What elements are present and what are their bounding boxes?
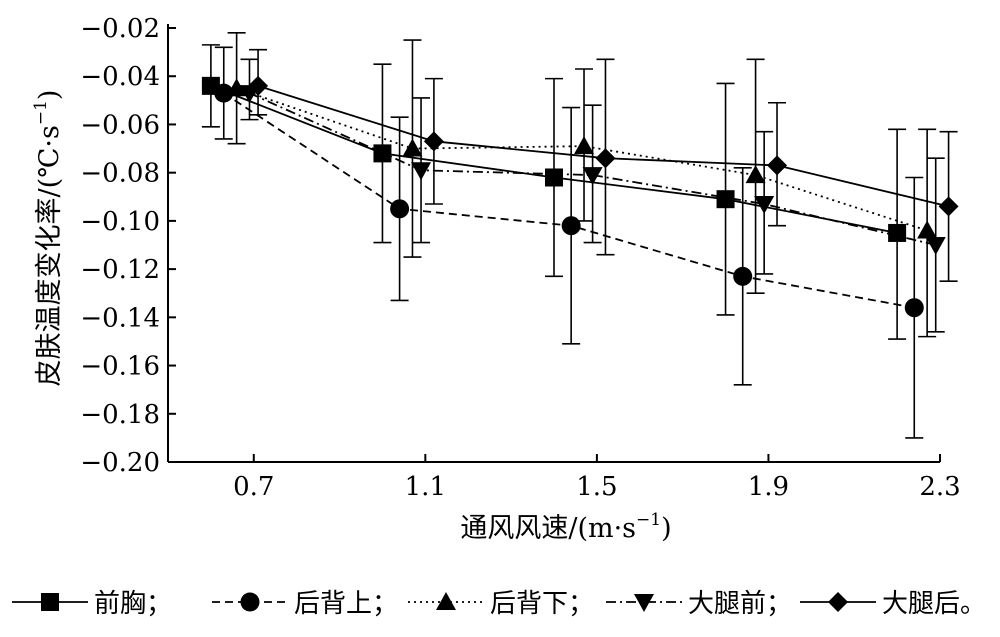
legend-item: 后背下； xyxy=(408,589,594,619)
legend-separator: ； xyxy=(372,589,398,619)
data-point xyxy=(595,148,616,169)
x-tick-label: 1.5 xyxy=(576,472,617,502)
legend-separator: 。 xyxy=(960,589,986,619)
data-point xyxy=(917,220,938,239)
data-point xyxy=(411,162,432,181)
y-tick-label: −0.10 xyxy=(80,207,160,237)
legend-label: 后背上； xyxy=(294,589,398,619)
legend-separator: ； xyxy=(766,589,792,619)
legend-name: 后背上 xyxy=(294,589,372,619)
data-point xyxy=(904,298,924,318)
data-point xyxy=(582,167,603,186)
legend-item: 大腿前； xyxy=(606,589,792,619)
legend-name: 大腿后 xyxy=(882,589,960,619)
legend-label: 前胸； xyxy=(94,589,172,619)
legend-separator: ； xyxy=(568,589,594,619)
legend-name: 后背下 xyxy=(490,589,568,619)
series-line xyxy=(223,92,915,309)
series-3 xyxy=(226,32,938,338)
x-ticks: 0.7 1.1 1.5 1.9 2.3 xyxy=(233,454,961,502)
series-5 xyxy=(248,48,959,282)
data-point xyxy=(925,237,946,255)
data-point xyxy=(733,266,753,286)
data-point xyxy=(226,78,247,97)
series-4 xyxy=(239,58,946,333)
x-tick-label: 1.1 xyxy=(405,472,446,502)
legend-marker xyxy=(634,594,654,612)
data-point xyxy=(767,155,788,176)
series-1 xyxy=(201,44,907,340)
y-tick-label: −0.16 xyxy=(80,352,160,382)
series-line xyxy=(236,87,928,232)
legend-item: 大腿后。 xyxy=(800,589,986,619)
data-point xyxy=(716,190,735,209)
y-tick-label: −0.08 xyxy=(80,159,160,189)
axes xyxy=(167,24,940,463)
legend-name: 大腿前 xyxy=(688,589,766,619)
legend: 前胸； 后背上； 后背下； 大腿前； 大腿后。 xyxy=(12,589,986,619)
data-point xyxy=(561,216,581,236)
legend-separator: ； xyxy=(146,589,172,619)
y-tick-label: −0.06 xyxy=(80,110,160,140)
x-tick-label: 1.9 xyxy=(748,472,789,502)
data-point xyxy=(574,136,595,155)
y-tick-label: −0.02 xyxy=(80,14,160,44)
y-axis-title: 皮肤温度变化率/(℃·s−1) xyxy=(31,90,65,387)
legend-label: 大腿后。 xyxy=(882,589,986,619)
x-tick-label: 0.7 xyxy=(233,472,274,502)
data-point xyxy=(745,165,766,184)
legend-item: 前胸； xyxy=(12,589,172,619)
series-line xyxy=(249,92,936,246)
data-point xyxy=(545,168,563,187)
x-axis-title: 通风风速/(m·s−1) xyxy=(460,510,671,544)
y-tick-label: −0.12 xyxy=(80,255,160,285)
legend-marker xyxy=(828,592,848,612)
legend-label: 后背下； xyxy=(490,589,594,619)
data-point xyxy=(423,131,444,152)
y-tick-label: −0.04 xyxy=(80,62,160,92)
legend-item: 后背上； xyxy=(212,589,398,619)
y-tick-label: −0.18 xyxy=(80,400,160,430)
data-point xyxy=(390,199,410,219)
y-ticks: −0.02 −0.04 −0.06 −0.08 −0.10 −0.12 −0.14 −0.16… xyxy=(80,14,176,478)
x-tick-label: 2.3 xyxy=(919,472,960,502)
data-point xyxy=(754,196,775,215)
data-point xyxy=(248,75,269,96)
data-point xyxy=(938,196,959,217)
legend-marker xyxy=(436,592,456,610)
legend-marker xyxy=(41,593,59,611)
legend-label: 大腿前； xyxy=(688,589,792,619)
legend-name: 前胸 xyxy=(94,589,146,619)
data-point xyxy=(888,223,907,242)
y-tick-label: −0.14 xyxy=(80,303,160,333)
data-point xyxy=(214,83,234,103)
data-point xyxy=(402,138,423,157)
series-layer xyxy=(201,32,959,439)
y-tick-label: −0.20 xyxy=(80,448,160,478)
legend-marker xyxy=(240,592,260,612)
